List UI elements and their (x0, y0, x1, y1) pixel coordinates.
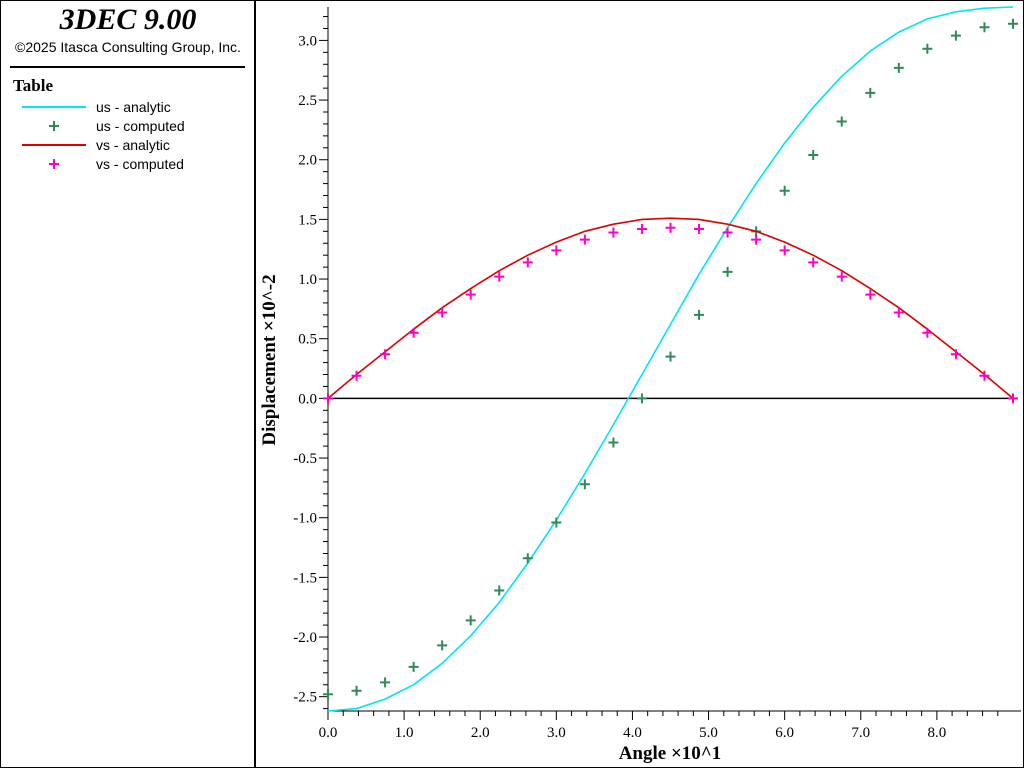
data-point-us-computed (380, 677, 391, 688)
data-point-us-computed (351, 685, 362, 696)
data-point-us-computed (608, 437, 619, 448)
data-point-vs-computed (323, 393, 333, 404)
axes: -2.5 -2.0 -1.5 -1.0 -0.5 0.0 0.5 1.0 1.5 2.0 2.5 3.… (293, 7, 1021, 741)
data-point-us-computed (779, 185, 790, 196)
series-line-us-analytic (327, 6, 1014, 712)
x-tick-label: 0.0 (319, 725, 338, 741)
x-axis-title: Angle ×10^1 (619, 743, 722, 764)
x-tick-label: 1.0 (395, 725, 414, 741)
x-tick-label: 5.0 (699, 725, 718, 741)
y-tick-label: 3.0 (298, 33, 317, 49)
legend-item-us-analytic: us - analytic (22, 98, 252, 116)
y-tick-label: -2.0 (293, 630, 317, 646)
data-point-vs-computed (979, 370, 990, 381)
data-point-vs-computed (494, 271, 505, 282)
x-tick-label: 3.0 (547, 725, 566, 741)
y-tick-label: -2.5 (293, 690, 317, 706)
data-point-us-computed (323, 689, 333, 700)
data-point-vs-computed (351, 370, 362, 381)
data-point-us-computed (579, 479, 590, 490)
legend-label: vs - analytic (96, 137, 170, 153)
data-point-us-computed (979, 22, 990, 33)
data-point-vs-computed (437, 307, 448, 318)
legend-item-us-computed: us - computed (22, 117, 252, 135)
y-tick-label: 0.0 (298, 391, 317, 407)
data-point-vs-computed (665, 222, 676, 233)
data-point-vs-computed (380, 349, 391, 360)
x-tick-label: 8.0 (928, 725, 947, 741)
data-point-vs-computed (922, 327, 933, 338)
data-point-vs-computed (893, 307, 904, 318)
y-tick-label: 2.0 (298, 153, 317, 169)
data-point-vs-computed (522, 257, 533, 268)
data-point-vs-computed (465, 289, 476, 300)
data-point-us-computed (1008, 18, 1018, 29)
y-tick-label: 0.5 (298, 332, 317, 348)
legend-title: Table (13, 76, 54, 95)
data-point-us-computed (808, 149, 819, 160)
data-point-vs-computed (636, 223, 647, 234)
x-tick-label: 4.0 (623, 725, 642, 741)
y-tick-label: -1.5 (293, 570, 317, 586)
data-point-us-computed (408, 661, 419, 672)
y-axis-title: Displacement ×10^-2 (259, 274, 280, 445)
x-tick-label: 7.0 (851, 725, 870, 741)
legend-label: us - computed (96, 118, 185, 134)
data-point-us-computed (465, 615, 476, 626)
legend-label: vs - computed (96, 156, 184, 172)
data-point-vs-computed (579, 234, 590, 245)
legend-plus-marker-icon (49, 121, 59, 131)
data-point-vs-computed (950, 349, 961, 360)
y-tick-label: -0.5 (293, 451, 317, 467)
y-tick-label: 1.0 (298, 272, 317, 288)
legend-item-vs-computed: vs - computed (22, 155, 252, 173)
data-point-vs-computed (722, 227, 733, 238)
series-line-vs-analytic (327, 217, 1014, 400)
data-point-us-computed (836, 116, 847, 127)
data-point-us-computed (665, 351, 676, 362)
series-layer (323, 6, 1018, 712)
data-point-vs-computed (551, 245, 562, 256)
data-point-vs-computed (1008, 393, 1018, 404)
x-tick-label: 2.0 (471, 725, 490, 741)
data-point-vs-computed (608, 227, 619, 238)
data-point-us-computed (522, 553, 533, 564)
data-point-vs-computed (865, 289, 876, 300)
data-point-vs-computed (751, 234, 762, 245)
data-point-vs-computed (836, 271, 847, 282)
data-point-us-computed (722, 266, 733, 277)
data-point-us-computed (437, 640, 448, 651)
legend-plus-marker-icon (49, 159, 59, 169)
y-tick-label: -1.0 (293, 511, 317, 527)
legend-line-icon (22, 106, 86, 108)
y-tick-label: 1.5 (298, 212, 317, 228)
data-point-us-computed (551, 517, 562, 528)
legend-item-vs-analytic: vs - analytic (22, 136, 252, 154)
data-point-us-computed (636, 393, 647, 404)
app-title: 3DEC 9.00 (59, 3, 197, 36)
data-point-vs-computed (408, 327, 419, 338)
legend-line-icon (22, 144, 86, 146)
data-point-us-computed (922, 43, 933, 54)
data-point-vs-computed (779, 245, 790, 256)
title-divider (10, 66, 245, 68)
copyright-text: ©2025 Itasca Consulting Group, Inc. (15, 39, 241, 55)
data-point-vs-computed (694, 223, 705, 234)
data-point-us-computed (694, 309, 705, 320)
y-tick-label: 2.5 (298, 93, 317, 109)
data-point-us-computed (494, 585, 505, 596)
legend-panel: 3DEC 9.00 ©2025 Itasca Consulting Group,… (0, 0, 256, 768)
legend-label: us - analytic (96, 99, 171, 115)
data-point-us-computed (893, 62, 904, 73)
data-point-vs-computed (808, 257, 819, 268)
x-tick-label: 6.0 (775, 725, 794, 741)
data-point-us-computed (865, 87, 876, 98)
data-point-us-computed (950, 30, 961, 41)
